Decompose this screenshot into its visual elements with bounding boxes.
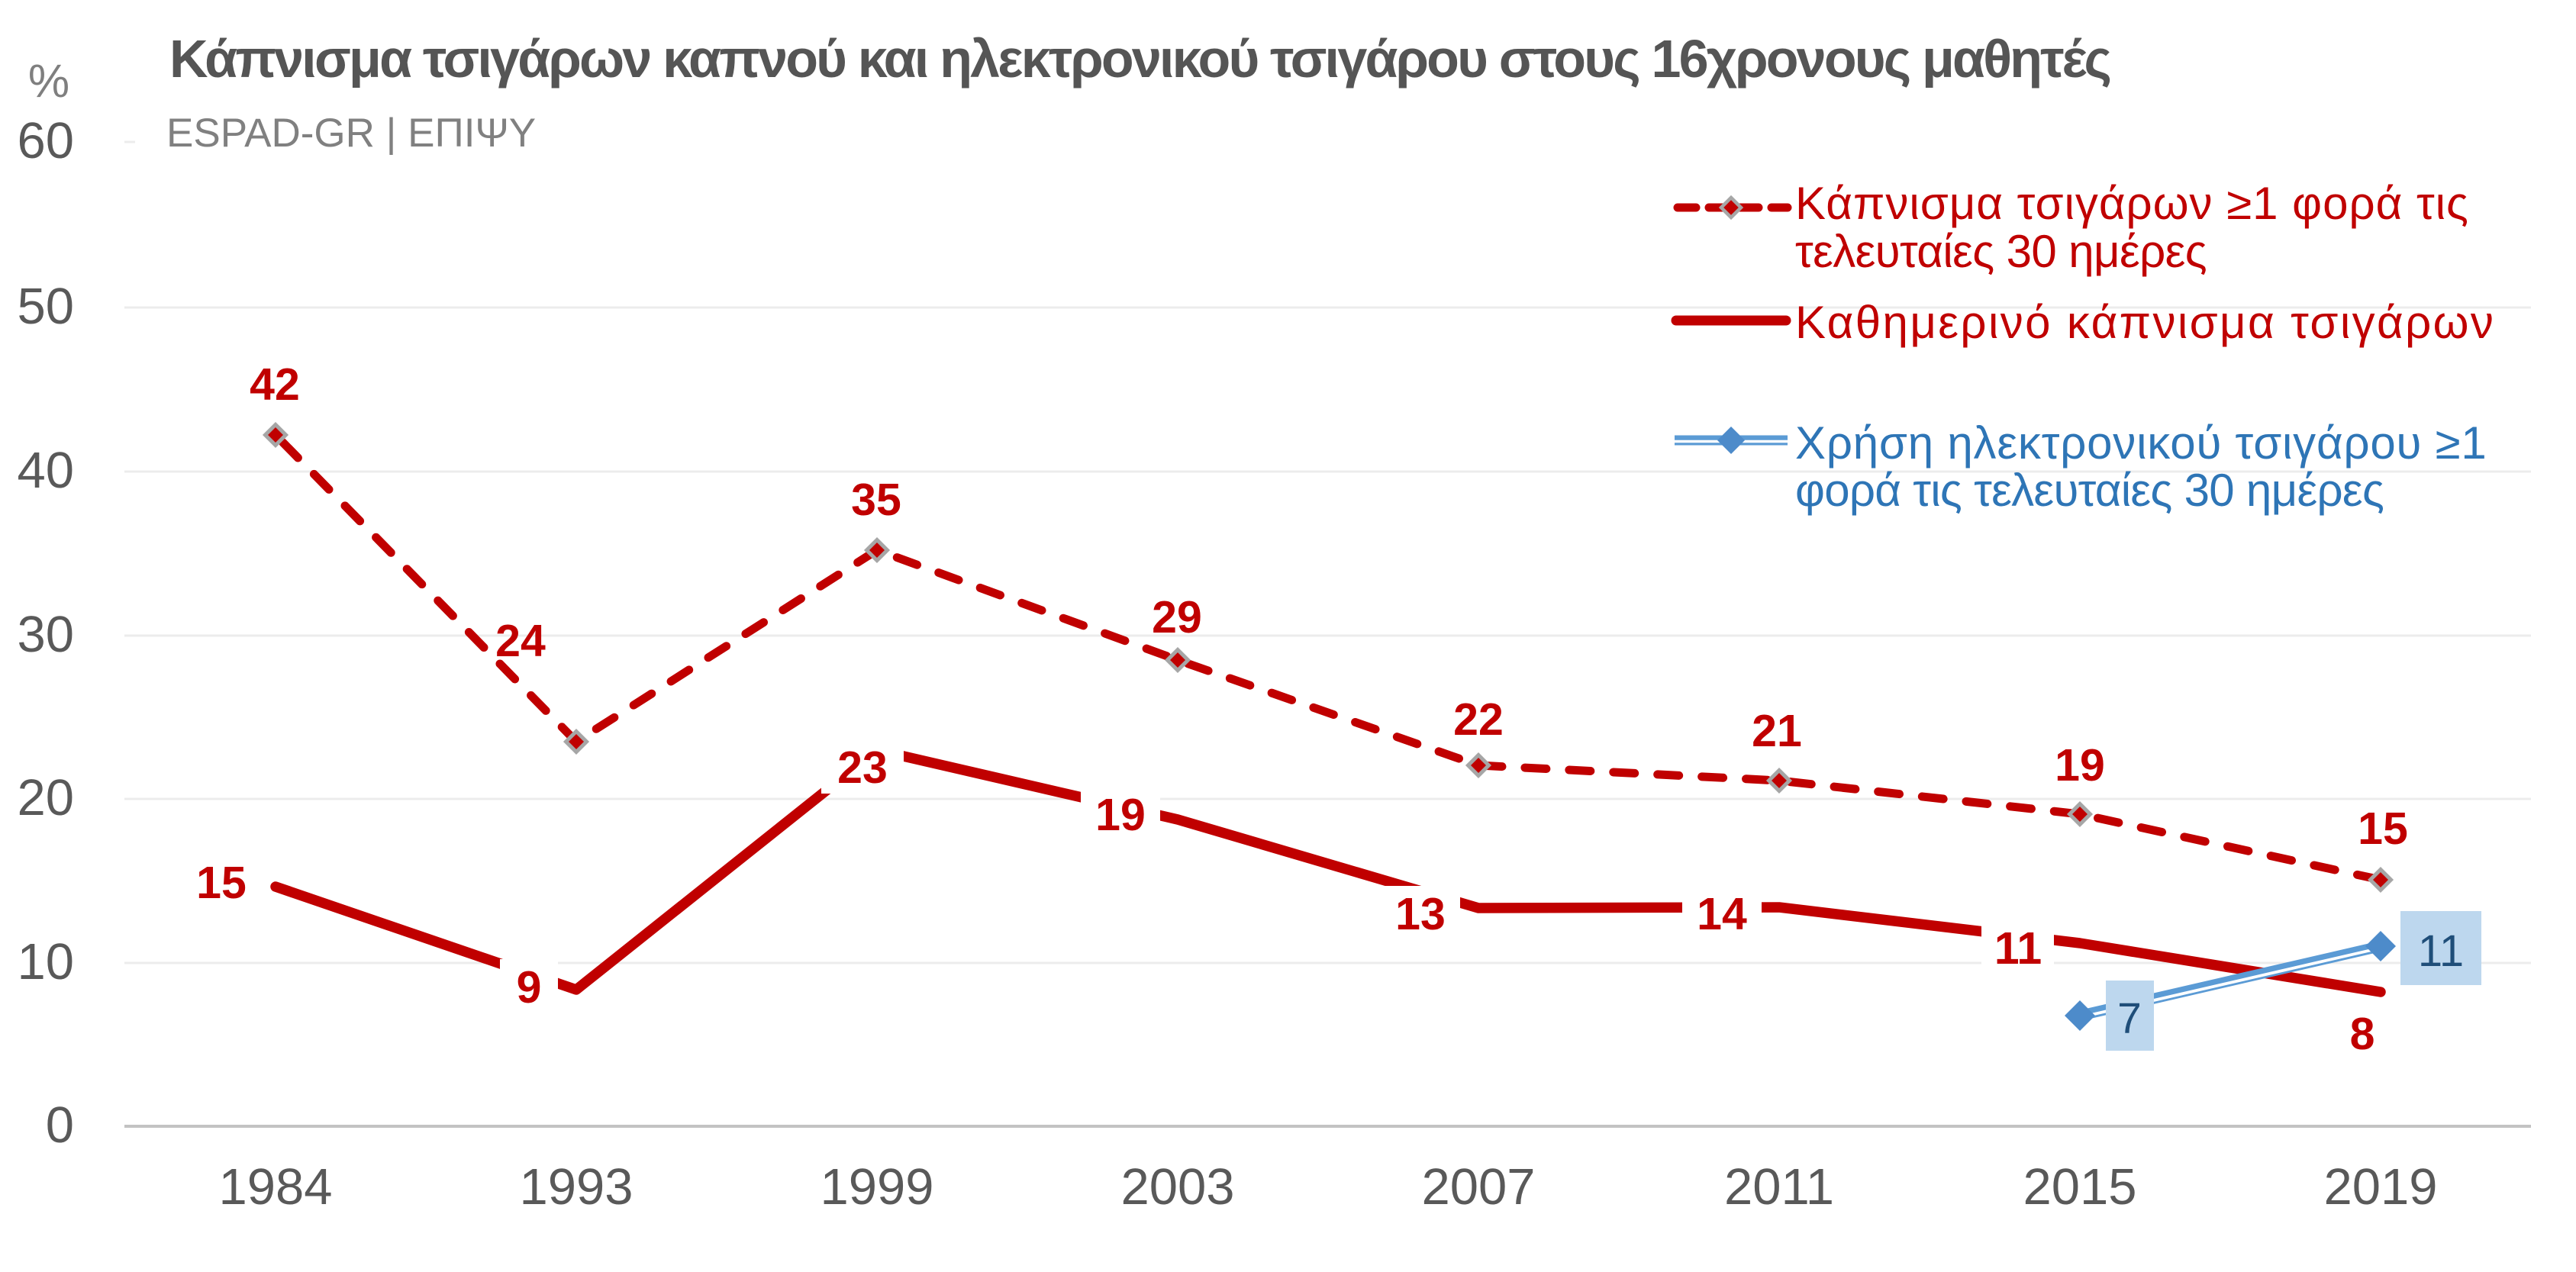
svg-text:2007: 2007 bbox=[1421, 1158, 1535, 1216]
svg-text:%: % bbox=[28, 55, 69, 107]
svg-text:φορά τις τελευταίες 30 ημέρες: φορά τις τελευταίες 30 ημέρες bbox=[1795, 465, 2384, 516]
svg-text:2015: 2015 bbox=[2023, 1158, 2136, 1216]
svg-text:1999: 1999 bbox=[820, 1158, 933, 1216]
svg-text:24: 24 bbox=[495, 616, 546, 666]
svg-text:30: 30 bbox=[17, 606, 74, 663]
svg-text:19: 19 bbox=[2055, 740, 2105, 791]
svg-text:13: 13 bbox=[1395, 889, 1446, 939]
svg-text:Κάπνισμα τσιγάρων ≥1 φορά τις: Κάπνισμα τσιγάρων ≥1 φορά τις bbox=[1795, 178, 2469, 229]
svg-text:15: 15 bbox=[2358, 803, 2408, 854]
svg-text:22: 22 bbox=[1453, 694, 1504, 745]
svg-text:60: 60 bbox=[17, 112, 74, 169]
svg-text:11: 11 bbox=[1994, 923, 2042, 974]
svg-text:Κάπνισμα τσιγάρων καπνού και η: Κάπνισμα τσιγάρων καπνού και ηλεκτρονικο… bbox=[169, 29, 2110, 89]
svg-text:7: 7 bbox=[2117, 994, 2142, 1043]
svg-text:11: 11 bbox=[2418, 926, 2464, 976]
svg-text:23: 23 bbox=[837, 742, 888, 793]
svg-text:21: 21 bbox=[1752, 706, 1802, 756]
svg-text:1993: 1993 bbox=[519, 1158, 633, 1216]
svg-text:2019: 2019 bbox=[2323, 1158, 2437, 1216]
svg-text:40: 40 bbox=[17, 442, 74, 499]
svg-text:Καθημερινό κάπνισμα τσιγάρων: Καθημερινό κάπνισμα τσιγάρων bbox=[1795, 297, 2495, 348]
svg-text:10: 10 bbox=[17, 933, 74, 990]
svg-text:14: 14 bbox=[1697, 889, 1747, 939]
svg-text:9: 9 bbox=[517, 962, 542, 1013]
svg-text:0: 0 bbox=[46, 1096, 74, 1154]
svg-text:50: 50 bbox=[17, 278, 74, 335]
svg-text:19: 19 bbox=[1095, 790, 1146, 840]
svg-text:42: 42 bbox=[250, 359, 300, 410]
svg-text:2011: 2011 bbox=[1724, 1158, 1834, 1216]
svg-text:35: 35 bbox=[851, 475, 901, 525]
svg-text:τελευταίες 30 ημέρες: τελευταίες 30 ημέρες bbox=[1795, 226, 2207, 277]
svg-text:1984: 1984 bbox=[218, 1158, 332, 1216]
svg-text:ESPAD-GR | ΕΠΙΨΥ: ESPAD-GR | ΕΠΙΨΥ bbox=[166, 111, 536, 156]
svg-text:2003: 2003 bbox=[1120, 1158, 1234, 1216]
svg-text:29: 29 bbox=[1152, 592, 1202, 642]
svg-text:20: 20 bbox=[17, 769, 74, 826]
svg-text:Χρήση ηλεκτρονικού τσιγάρου ≥1: Χρήση ηλεκτρονικού τσιγάρου ≥1 bbox=[1795, 417, 2487, 469]
svg-text:8: 8 bbox=[2350, 1009, 2375, 1059]
svg-text:15: 15 bbox=[196, 858, 247, 908]
